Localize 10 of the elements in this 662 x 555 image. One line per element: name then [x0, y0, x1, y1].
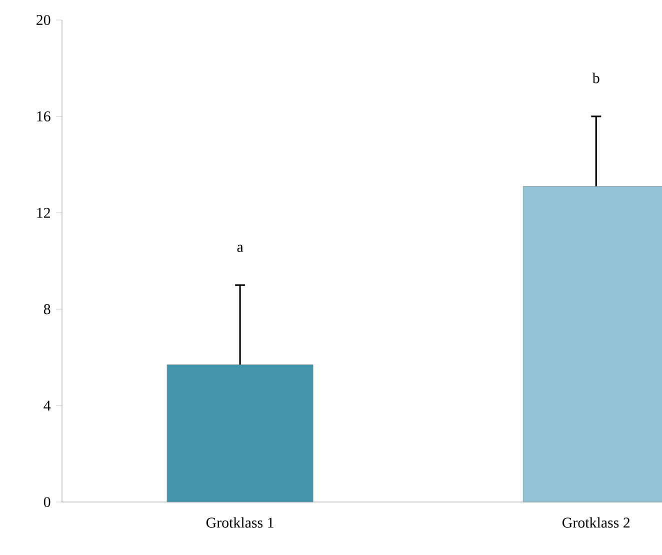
- y-tick-label: 20: [36, 14, 50, 26]
- annotation: a: [237, 244, 244, 252]
- y-tick-label: 0: [44, 496, 50, 508]
- y-tick-label: 16: [37, 111, 50, 122]
- x-tick-label: Grotklass 2: [562, 517, 630, 528]
- y-tick-label: 12: [37, 208, 50, 218]
- y-tick-label: 8: [44, 304, 50, 314]
- y-tick-label: 4: [44, 400, 51, 411]
- x-tick-label: Grotklass 1: [206, 517, 274, 528]
- annotation: b: [592, 72, 600, 84]
